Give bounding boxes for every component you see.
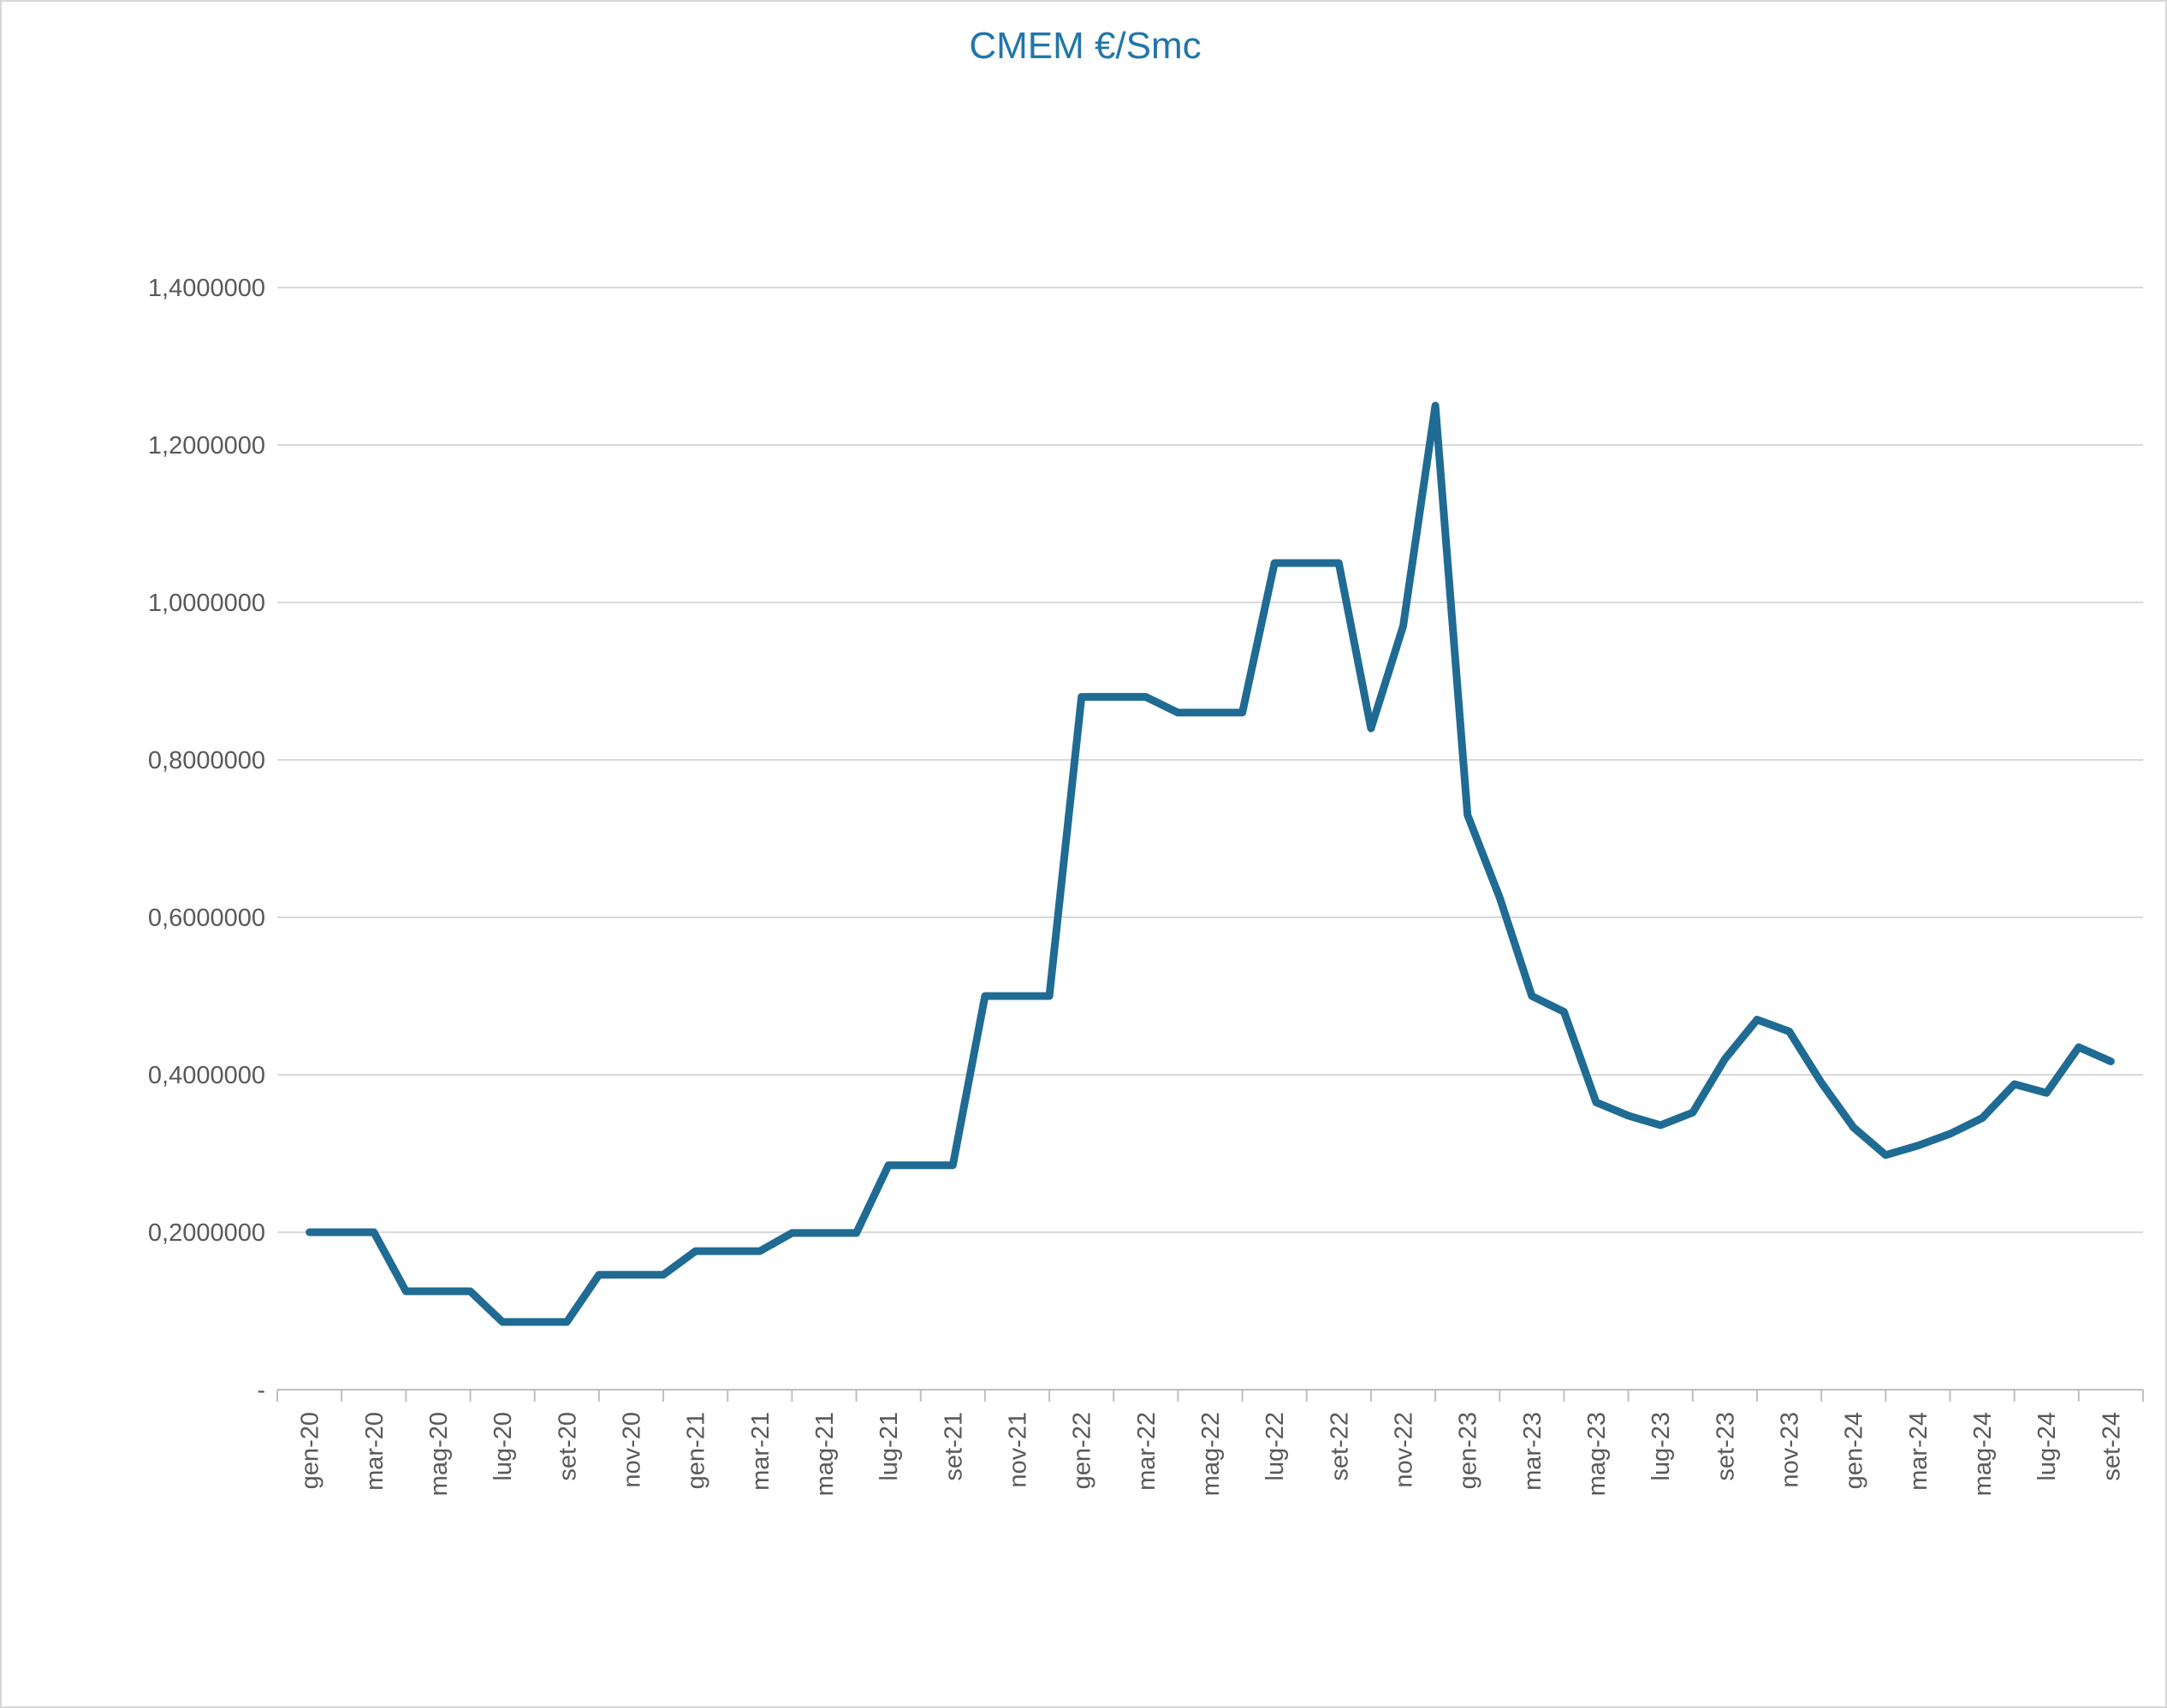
y-tick-label: 1,0000000 bbox=[148, 590, 265, 617]
x-tick-label: nov-22 bbox=[1391, 1412, 1418, 1488]
x-tick-label: gen-23 bbox=[1455, 1412, 1482, 1489]
x-tick-label: mag-22 bbox=[1197, 1412, 1225, 1496]
x-tick-label: mar-22 bbox=[1133, 1412, 1161, 1491]
x-tick-label: mar-23 bbox=[1519, 1412, 1547, 1491]
x-tick-label: mag-23 bbox=[1583, 1412, 1611, 1496]
x-tick-label: nov-21 bbox=[1004, 1412, 1031, 1488]
y-tick-label: - bbox=[257, 1377, 265, 1404]
x-tick-label: set-21 bbox=[940, 1412, 967, 1481]
y-tick-label: 0,8000000 bbox=[148, 747, 265, 774]
x-tick-label: gen-22 bbox=[1069, 1412, 1096, 1489]
x-axis-labels: gen-20 mar-20 mag-20 lug-20 set-20 nov-20 gen-… bbox=[297, 1412, 2126, 1496]
x-tick-label: gen-21 bbox=[683, 1412, 710, 1489]
y-tick-label: 1,2000000 bbox=[148, 432, 265, 460]
y-tick-label: 0,4000000 bbox=[148, 1062, 265, 1089]
gridlines bbox=[277, 287, 2143, 1233]
x-tick-label: lug-21 bbox=[876, 1412, 903, 1481]
y-tick-label: 1,4000000 bbox=[148, 275, 265, 302]
x-tick-label: set-22 bbox=[1326, 1412, 1353, 1481]
x-tick-label: mar-24 bbox=[1905, 1412, 1932, 1491]
y-tick-label: 0,2000000 bbox=[148, 1219, 265, 1247]
y-axis-labels: - 0,2000000 0,4000000 0,6000000 0,8000000 1,0… bbox=[148, 275, 265, 1404]
x-tick-label: mag-21 bbox=[811, 1412, 839, 1496]
x-tick-label: nov-20 bbox=[618, 1412, 645, 1488]
x-tick-label: gen-24 bbox=[1841, 1412, 1868, 1489]
x-tick-label: lug-22 bbox=[1262, 1412, 1289, 1481]
x-tick-label: mag-24 bbox=[1969, 1412, 1997, 1496]
data-line bbox=[306, 401, 2115, 1326]
data-series bbox=[306, 401, 2115, 1326]
x-tick-label: gen-20 bbox=[297, 1412, 324, 1489]
chart-title: CMEM €/Smc bbox=[969, 25, 1201, 67]
x-tick-label: lug-24 bbox=[2033, 1412, 2061, 1481]
x-tick-label: mag-20 bbox=[425, 1412, 453, 1496]
x-tick-label: mar-20 bbox=[361, 1412, 389, 1491]
y-tick-label: 0,6000000 bbox=[148, 904, 265, 932]
x-tick-label: lug-20 bbox=[490, 1412, 517, 1481]
x-tick-label: set-20 bbox=[554, 1412, 581, 1481]
x-tick-label: nov-23 bbox=[1777, 1412, 1804, 1488]
x-tick-label: lug-23 bbox=[1648, 1412, 1675, 1481]
x-tick-label: set-23 bbox=[1712, 1412, 1739, 1481]
x-tick-label: set-24 bbox=[2098, 1412, 2125, 1481]
x-tick-label: mar-21 bbox=[747, 1412, 775, 1491]
x-axis bbox=[276, 1389, 2144, 1402]
